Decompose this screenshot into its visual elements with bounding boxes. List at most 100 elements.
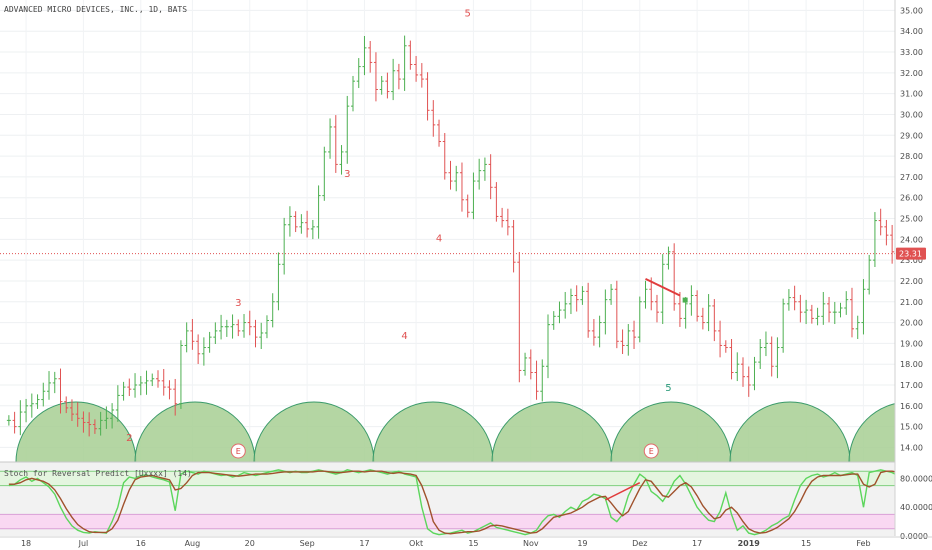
ohlc-bar [804,299,809,325]
price-tick-label: 26.00 [900,194,923,203]
ohlc-bar [758,339,763,369]
wave-label: 3 [235,298,241,309]
ohlc-bar [276,252,281,311]
price-tick-label: 25.00 [900,215,923,224]
ohlc-bar [253,319,258,348]
ohlc-bar [540,359,545,402]
ohlc-bar [689,285,694,316]
ohlc-bar [718,320,723,358]
time-tick-label: 19 [577,539,587,548]
ohlc-bar [654,294,659,323]
ohlc-bar [385,72,390,99]
ohlc-bar [465,194,470,218]
wave-label: 5 [665,383,671,394]
ohlc-bar [437,119,442,147]
ohlc-bar [127,378,132,397]
ohlc-bar [741,357,746,387]
ohlc-bar [488,154,493,200]
ohlc-bar [821,291,826,325]
ohlc-bar [18,400,23,436]
ohlc-bar [672,243,677,311]
ohlc-bar [861,279,866,335]
ohlc-bar [551,311,556,330]
price-axis[interactable]: 14.00 15.00 16.00 17.00 18.00 19.00 20.00 21.00… [894,0,932,550]
ohlc-bar [786,289,791,311]
ohlc-bar [872,212,877,268]
time-tick-label: Nov [523,539,539,548]
ohlc-bar [557,301,562,324]
ohlc-bar [442,132,447,180]
ohlc-bar [299,214,304,234]
cycle-arc [253,401,375,463]
ohlc-bar [184,322,189,353]
ohlc-bar [396,63,401,90]
ohlc-bar [242,314,247,338]
ohlc-bar [305,210,310,238]
ohlc-bar [64,396,69,414]
ohlc-bar [700,307,705,330]
ohlc-bar [408,40,413,70]
cycle-arc [134,401,256,463]
cycle-arc [610,401,732,463]
ohlc-bar [781,298,786,353]
stoch-d-line [8,470,899,535]
ohlc-bar [769,336,774,377]
earnings-badge [230,443,246,459]
ohlc-bar [293,211,298,233]
ohlc-bar [586,282,591,338]
ohlc-bar [81,411,86,433]
price-tick-label: 27.00 [900,173,923,182]
ohlc-bar [775,337,780,379]
ohlc-bar [505,208,510,236]
ohlc-bar [563,291,568,319]
price-tick-label: 20.00 [900,319,923,328]
time-tick-label: 15 [801,539,811,548]
price-bars [6,35,895,437]
earnings-marker: E [230,443,246,459]
ohlc-bar [677,291,682,327]
cycle-arc [491,401,613,463]
stoch-k-line [8,469,899,536]
ohlc-bar [6,415,11,426]
price-tick-label: 14.00 [900,443,923,452]
ohlc-bar [345,95,350,164]
ohlc-bar [236,319,241,337]
earnings-badge [643,443,659,459]
time-axis[interactable]: 18 Jul 16 Aug 20 Sep 17 Okt 15 Nov 19 Dez 17 2019 15 Fe… [21,539,871,548]
wave-label: 4 [401,331,407,342]
ohlc-bar [637,296,642,343]
stoch-tick-label: 80.0000 [900,474,932,483]
time-tick-label: Aug [185,539,201,548]
price-tick-label: 33.00 [900,48,923,57]
ohlc-bar [196,334,201,364]
ohlc-bar [104,406,109,429]
ohlc-bar [419,63,424,88]
stoch-tick-label: 40.0000 [900,503,932,512]
earnings-label: E [649,447,654,456]
ohlc-bar [591,319,596,346]
time-tick-label: 20 [245,539,255,548]
oversold-band [0,514,895,529]
ohlc-bar [224,319,229,337]
price-divergence-line [645,277,681,297]
ohlc-bar [155,370,160,388]
ohlc-bar [568,288,573,315]
price-grid [0,9,895,448]
ohlc-bar [230,314,235,339]
ohlc-bar [333,115,338,173]
ohlc-bar [867,254,872,295]
price-tick-label: 35.00 [900,6,923,15]
ohlc-bar [402,35,407,91]
time-tick-label: 17 [692,539,702,548]
ohlc-bar [87,412,92,437]
ohlc-bar [115,385,120,422]
ohlc-bar [534,360,539,400]
ohlc-bar [454,165,459,192]
ohlc-bar [161,368,166,396]
ohlc-bar [264,315,269,339]
time-tick-label: Dez [632,539,647,548]
ohlc-bar [632,320,637,349]
ohlc-bar [24,398,29,423]
ohlc-bar [52,371,57,394]
